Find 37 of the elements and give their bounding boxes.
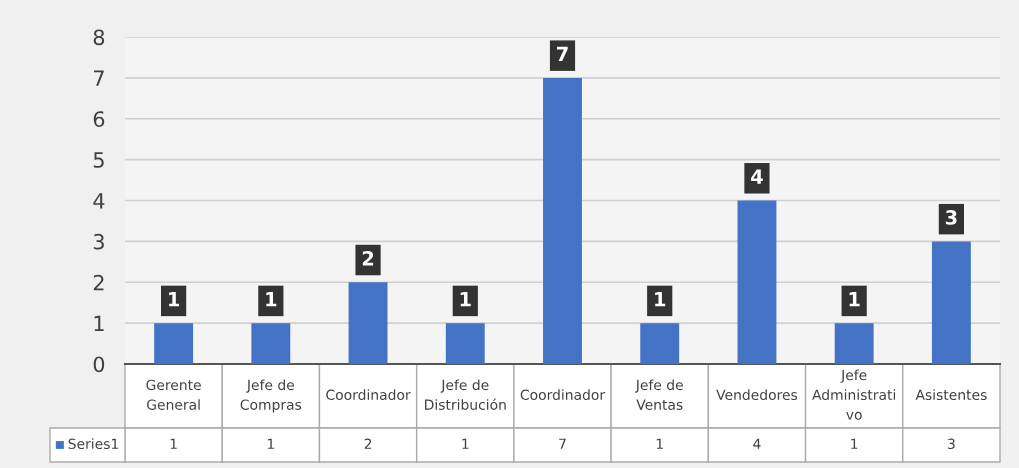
x-tick-label: Vendedores	[716, 389, 798, 401]
x-tick-label: Jefe de Ventas	[635, 379, 683, 410]
x-tick-label: Asistentes	[915, 389, 987, 401]
x-tick-label: Jefe de Distribución	[425, 379, 506, 410]
data-label: 4	[751, 169, 763, 184]
text: 1	[170, 438, 177, 449]
data-label: 7	[557, 46, 568, 62]
y-tick-label: 3	[93, 233, 104, 250]
text: 1	[462, 438, 469, 449]
text: 1	[267, 438, 274, 449]
data-label: 1	[266, 292, 277, 307]
text: 3	[948, 438, 955, 450]
x-tick-label: Jefe Administrativo	[812, 369, 896, 420]
data-label: 1	[169, 292, 180, 307]
y-tick-label: 6	[93, 111, 105, 127]
x-tick-label: Coordinador	[326, 389, 411, 401]
data-label: 3	[945, 210, 957, 225]
data-label: 2	[362, 250, 374, 266]
text: 2	[364, 438, 372, 449]
y-tick-label: 5	[93, 152, 104, 168]
y-tick-label: 7	[94, 70, 104, 86]
text: 1	[656, 438, 663, 449]
data-label: 1	[460, 292, 471, 307]
text: 1	[851, 438, 858, 449]
y-tick-label: 8	[93, 29, 105, 46]
data-label: 1	[655, 292, 666, 307]
text: 4	[753, 438, 761, 449]
y-tick-label: 0	[93, 356, 105, 373]
x-tick-label: Coordinador	[520, 389, 606, 401]
y-tick-label: 1	[94, 315, 104, 332]
x-tick-label: Jefe de Compras	[240, 379, 302, 413]
y-tick-label: 2	[93, 274, 104, 291]
data-label: 1	[849, 292, 860, 307]
x-tick-label: Gerente General	[146, 379, 201, 410]
text: 7	[559, 438, 566, 449]
legend-label: Series1	[68, 438, 118, 450]
y-tick-label: 4	[93, 193, 105, 209]
